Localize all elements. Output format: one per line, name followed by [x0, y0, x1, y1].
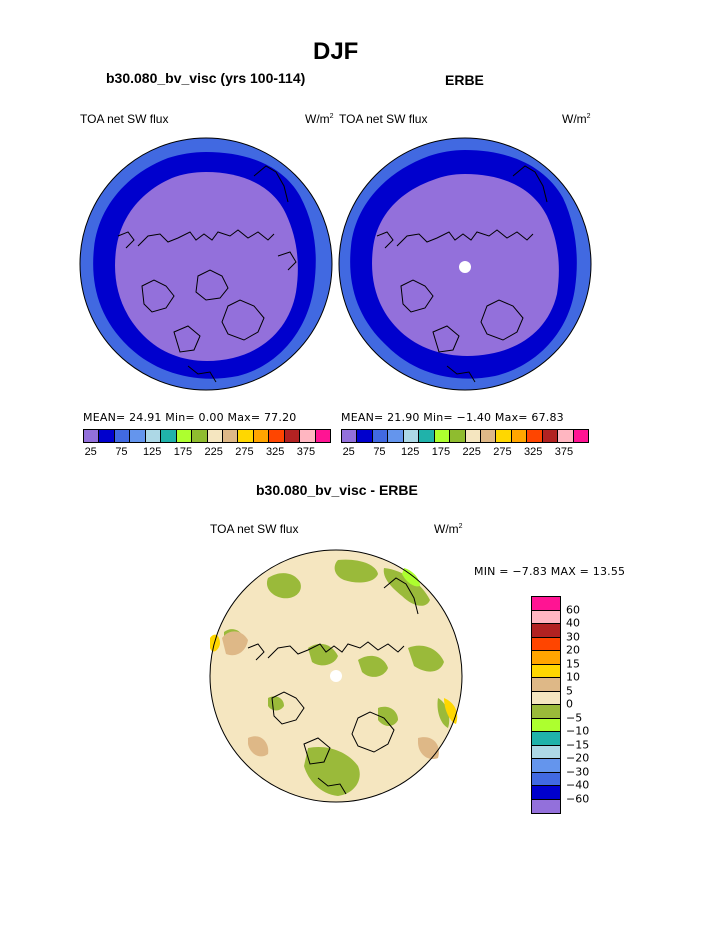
colorbar-swatch: [511, 430, 528, 442]
colorbar-swatch: [207, 430, 223, 442]
diff-units-label: W/m2: [434, 522, 463, 536]
colorbar-tick-label: 30: [566, 630, 580, 643]
colorbar-swatch: [496, 430, 512, 442]
colorbar-swatch: [532, 759, 560, 773]
colorbar-swatch: [532, 705, 560, 719]
colorbar-swatch: [532, 786, 560, 800]
colorbar-tick-label: 25: [84, 446, 97, 458]
colorbar-swatch: [145, 430, 162, 442]
colorbar-swatch: [532, 664, 560, 678]
colorbar-swatch: [532, 637, 560, 651]
colorbar-swatch: [419, 430, 435, 442]
colorbar-swatch: [532, 732, 560, 746]
colorbar-swatch: [532, 610, 560, 624]
colorbar-swatch: [480, 430, 497, 442]
diff-polar-map: [209, 549, 463, 803]
colorbar-tick-label: −15: [566, 738, 590, 751]
left-variable-label: TOA net SW flux: [80, 112, 169, 126]
colorbar-tick-label: −60: [566, 792, 590, 805]
colorbar-swatch: [222, 430, 239, 442]
colorbar-tick-label: −40: [566, 778, 590, 792]
colorbar-swatch: [532, 651, 560, 665]
colorbar-swatch: [388, 430, 404, 442]
colorbar-swatch: [192, 430, 208, 442]
right-variable-label: TOA net SW flux: [339, 112, 428, 126]
colorbar-tick-label: 20: [566, 643, 580, 657]
colorbar-swatch: [161, 430, 177, 442]
diff-case-title: b30.080_bv_visc - ERBE: [256, 482, 418, 498]
colorbar-tick-label: 375: [554, 446, 574, 458]
colorbar-swatch: [532, 597, 560, 611]
colorbar-tick-label: 40: [566, 616, 580, 630]
colorbar-tick-label: −20: [566, 751, 590, 765]
colorbar-swatch: [99, 430, 115, 442]
colorbar-tick-label: 225: [462, 446, 481, 458]
colorbar-swatch: [300, 430, 316, 442]
colorbar-tick-label: 275: [235, 446, 254, 458]
colorbar-swatch: [357, 430, 373, 442]
colorbar-swatch: [465, 430, 481, 442]
left-polar-map: [79, 137, 333, 391]
colorbar-tick-label: 75: [373, 446, 386, 458]
colorbar-swatch: [372, 430, 389, 442]
colorbar-tick-label: 325: [524, 446, 543, 458]
right-case-title: ERBE: [445, 72, 484, 88]
colorbar-tick-label: 275: [493, 446, 512, 458]
colorbar-tick-label: 375: [296, 446, 316, 458]
diff-colorbar: [531, 596, 561, 814]
right-stats: MEAN= 21.90 Min= −1.40 Max= 67.83: [341, 411, 564, 424]
colorbar-swatch: [532, 718, 560, 732]
colorbar-swatch: [269, 430, 285, 442]
colorbar-tick-label: 125: [143, 446, 162, 458]
colorbar-tick-label: 15: [566, 657, 580, 670]
colorbar-swatch: [130, 430, 146, 442]
colorbar-swatch: [253, 430, 270, 442]
main-title: DJF: [313, 38, 359, 65]
colorbar-swatch: [238, 430, 254, 442]
colorbar-swatch: [527, 430, 543, 442]
colorbar-swatch: [532, 772, 560, 786]
colorbar-swatch: [532, 799, 560, 813]
colorbar-swatch: [532, 624, 560, 638]
colorbar-swatch: [176, 430, 193, 442]
colorbar-tick-label: 125: [401, 446, 420, 458]
colorbar-swatch: [403, 430, 420, 442]
colorbar-tick-label: 175: [431, 446, 451, 458]
colorbar-tick-label: 325: [266, 446, 285, 458]
colorbar-tick-label: 5: [566, 684, 573, 697]
colorbar-swatch: [114, 430, 131, 442]
colorbar-tick-label: 60: [566, 603, 580, 616]
colorbar-swatch: [84, 430, 100, 442]
colorbar-swatch: [284, 430, 301, 442]
colorbar-swatch: [315, 430, 330, 442]
left-stats: MEAN= 24.91 Min= 0.00 Max= 77.20: [83, 411, 297, 424]
colorbar-swatch: [542, 430, 559, 442]
colorbar-swatch: [342, 430, 358, 442]
colorbar-swatch: [532, 691, 560, 705]
colorbar-swatch: [573, 430, 588, 442]
colorbar-tick-label: 225: [204, 446, 223, 458]
left-colorbar: [83, 429, 331, 443]
colorbar-swatch: [450, 430, 466, 442]
colorbar-tick-label: 0: [566, 697, 573, 711]
right-colorbar: [341, 429, 589, 443]
colorbar-swatch: [532, 745, 560, 759]
colorbar-tick-label: −30: [566, 765, 590, 778]
colorbar-tick-label: 10: [566, 670, 580, 684]
diff-variable-label: TOA net SW flux: [210, 522, 299, 536]
colorbar-tick-label: 75: [115, 446, 128, 458]
colorbar-swatch: [434, 430, 451, 442]
colorbar-tick-label: 175: [173, 446, 193, 458]
right-units-label: W/m2: [562, 112, 591, 126]
diff-stats: MIN = −7.83 MAX = 13.55: [474, 565, 626, 578]
colorbar-tick-label: −10: [566, 724, 590, 738]
colorbar-swatch: [532, 678, 560, 692]
colorbar-tick-label: 25: [342, 446, 355, 458]
right-polar-map: [338, 137, 592, 391]
left-case-title: b30.080_bv_visc (yrs 100-114): [106, 70, 306, 86]
colorbar-tick-label: −5: [566, 711, 583, 724]
colorbar-swatch: [558, 430, 574, 442]
left-units-label: W/m2: [305, 112, 334, 126]
